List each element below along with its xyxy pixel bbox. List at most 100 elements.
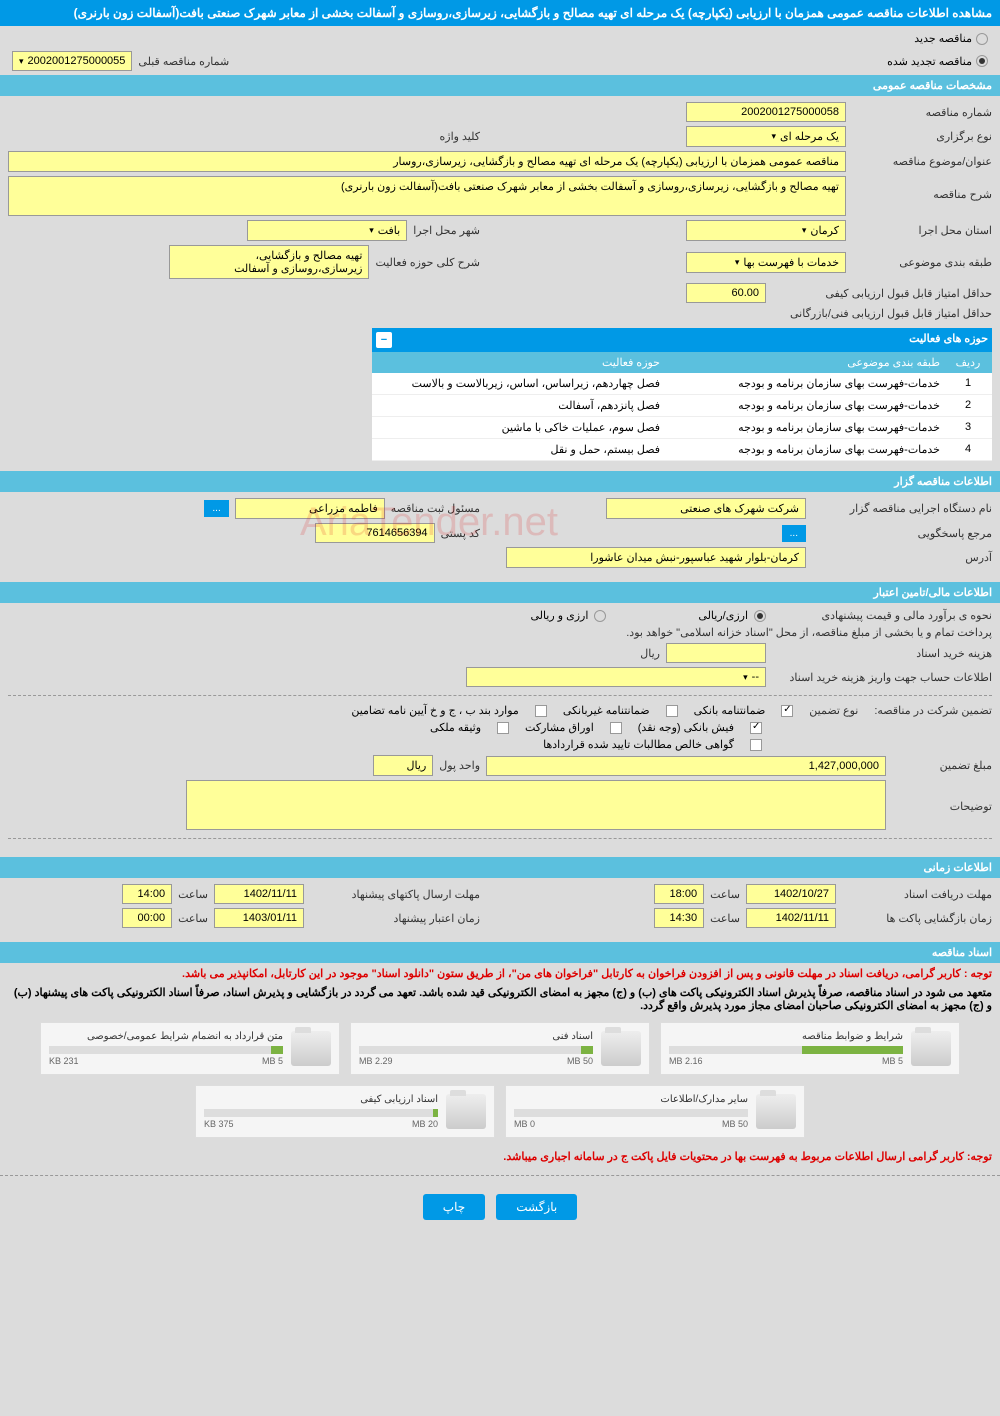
chk-securities[interactable]: [610, 722, 622, 734]
account-select[interactable]: --▾: [466, 667, 766, 687]
org-value: شرکت شهرک های صنعتی: [606, 498, 806, 519]
city-label: شهر محل اجرا: [413, 224, 480, 237]
min-quality-label: حداقل امتیاز قابل قبول ارزیابی کیفی: [772, 287, 992, 300]
postal-value: 7614656394: [315, 523, 435, 543]
radio-rial-label: ارزی و ریالی: [530, 609, 588, 622]
validity-label: زمان اعتبار پیشنهاد: [310, 912, 480, 925]
keyword-label: کلید واژه: [440, 130, 480, 143]
scope-label: شرح کلی حوزه فعالیت: [375, 256, 480, 269]
table-row: 4خدمات-فهرست بهای سازمان برنامه و بودجهف…: [372, 439, 992, 461]
min-quality-value: 60.00: [686, 283, 766, 303]
ref-label: مرجع پاسخگویی: [812, 527, 992, 540]
notes-label: توضیحات: [892, 780, 992, 813]
org-label: نام دستگاه اجرایی مناقصه گزار: [812, 502, 992, 515]
print-button[interactable]: چاپ: [423, 1194, 485, 1220]
file-box[interactable]: متن قرارداد به انضمام شرایط عمومی/خصوصی5…: [40, 1022, 340, 1075]
chk-bank[interactable]: [781, 705, 793, 717]
submit-time-label: ساعت: [178, 888, 208, 901]
minimize-icon[interactable]: −: [376, 332, 392, 348]
doc-fee-unit: ریال: [640, 647, 660, 660]
activity-table-header: ردیف طبقه بندی موضوعی حوزه فعالیت: [372, 352, 992, 373]
folder-icon: [446, 1094, 486, 1129]
price-method-label: نحوه ی برآورد مالی و قیمت پیشنهادی: [772, 609, 992, 622]
desc-value: تهیه مصالح و بازگشایی، زیرسازی،روسازی و …: [8, 176, 846, 216]
subject-label: عنوان/موضوع مناقصه: [852, 155, 992, 168]
subject-value: مناقصه عمومی همزمان با ارزیابی (یکپارچه)…: [8, 151, 846, 172]
file-box[interactable]: اسناد ارزیابی کیفی20 MB375 KB: [195, 1085, 495, 1138]
file-box[interactable]: سایر مدارک/اطلاعات50 MB0 MB: [505, 1085, 805, 1138]
tender-mode-group: مناقصه جدید: [0, 26, 1000, 51]
chk-cash-label: فیش بانکی (وجه نقد): [638, 721, 734, 734]
validity-time-label: ساعت: [178, 912, 208, 925]
back-button[interactable]: بازگشت: [496, 1194, 577, 1220]
notes-input[interactable]: [186, 780, 886, 830]
address-value: کرمان-بلوار شهید عباسپور-نبش میدان عاشور…: [506, 547, 806, 568]
chk-property[interactable]: [497, 722, 509, 734]
doc-notice-1: توجه : کاربر گرامی، دریافت اسناد در مهلت…: [0, 963, 1000, 984]
open-time: 14:30: [654, 908, 704, 928]
open-time-label: ساعت: [710, 912, 740, 925]
prev-number-select[interactable]: 2002001275000055▾: [12, 51, 132, 71]
folder-icon: [911, 1031, 951, 1066]
doc-fee-input[interactable]: [666, 643, 766, 663]
section-organizer: اطلاعات مناقصه گزار: [0, 471, 1000, 492]
radio-rial-fx-label: ارزی/ریالی: [698, 609, 748, 622]
type-select[interactable]: یک مرحله ای▾: [686, 126, 846, 147]
table-row: 2خدمات-فهرست بهای سازمان برنامه و بودجهف…: [372, 395, 992, 417]
file-box[interactable]: شرایط و ضوابط مناقصه5 MB2.16 MB: [660, 1022, 960, 1075]
submit-time: 14:00: [122, 884, 172, 904]
validity-date: 1403/01/11: [214, 908, 304, 928]
chk-property-label: وثیقه ملکی: [430, 721, 481, 734]
city-select[interactable]: بافت▾: [247, 220, 407, 241]
open-label: زمان بازگشایی پاکت ها: [842, 912, 992, 925]
chk-cash[interactable]: [750, 722, 762, 734]
scope-value: تهیه مصالح و بازگشایی، زیرسازی،روسازی و …: [169, 245, 369, 279]
desc-label: شرح مناقصه: [852, 176, 992, 201]
receive-label: مهلت دریافت اسناد: [842, 888, 992, 901]
radio-new-label: مناقصه جدید: [914, 32, 972, 45]
number-value: 2002001275000058: [686, 102, 846, 122]
activity-table-title: حوزه های فعالیت −: [372, 328, 992, 352]
ref-button[interactable]: ...: [782, 525, 806, 542]
file-box[interactable]: اسناد فنی50 MB2.29 MB: [350, 1022, 650, 1075]
contact-label: مسئول ثبت مناقصه: [391, 502, 480, 515]
chk-clauses[interactable]: [535, 705, 547, 717]
chk-nonbank[interactable]: [666, 705, 678, 717]
guarantee-type-label: نوع تضمین: [809, 704, 858, 717]
page-title: مشاهده اطلاعات مناقصه عمومی همزمان با ار…: [0, 0, 1000, 26]
address-label: آدرس: [812, 551, 992, 564]
receive-date: 1402/10/27: [746, 884, 836, 904]
contact-more-button[interactable]: ...: [204, 500, 228, 517]
table-row: 3خدمات-فهرست بهای سازمان برنامه و بودجهف…: [372, 417, 992, 439]
payment-note: پرداخت تمام و یا بخشی از مبلغ مناقصه، از…: [626, 626, 992, 639]
min-tech-label: حداقل امتیاز قابل قبول ارزیابی فنی/بازرگ…: [790, 307, 992, 320]
receive-time: 18:00: [654, 884, 704, 904]
chk-net[interactable]: [750, 739, 762, 751]
account-label: اطلاعات حساب جهت واریز هزینه خرید اسناد: [772, 671, 992, 684]
doc-notice-3: توجه: کاربر گرامی ارسال اطلاعات مربوط به…: [0, 1146, 1000, 1167]
radio-renewed[interactable]: [976, 55, 988, 67]
folder-icon: [601, 1031, 641, 1066]
amount-value: 1,427,000,000: [486, 756, 886, 776]
folder-icon: [291, 1031, 331, 1066]
radio-rial[interactable]: [594, 610, 606, 622]
section-documents: اسناد مناقصه: [0, 942, 1000, 963]
currency-label: واحد پول: [439, 759, 480, 772]
category-select[interactable]: خدمات با فهرست بها▾: [686, 252, 846, 273]
chevron-down-icon: ▾: [369, 225, 374, 236]
province-label: استان محل اجرا: [852, 224, 992, 237]
radio-renewed-label: مناقصه تجدید شده: [887, 55, 972, 68]
section-timing: اطلاعات زمانی: [0, 857, 1000, 878]
chk-net-label: گواهی خالص مطالبات تایید شده قراردادها: [543, 738, 734, 751]
chk-clauses-label: موارد بند ب ، ج و خ آیین نامه تضامین: [351, 704, 518, 717]
chk-nonbank-label: ضمانتنامه غیربانکی: [563, 704, 650, 717]
chevron-down-icon: ▾: [735, 257, 740, 268]
province-select[interactable]: کرمان▾: [686, 220, 846, 241]
open-date: 1402/11/11: [746, 908, 836, 928]
radio-rial-fx[interactable]: [754, 610, 766, 622]
receive-time-label: ساعت: [710, 888, 740, 901]
amount-label: مبلغ تضمین: [892, 759, 992, 772]
type-label: نوع برگزاری: [852, 130, 992, 143]
postal-label: کد پستی: [441, 527, 480, 540]
radio-new[interactable]: [976, 33, 988, 45]
